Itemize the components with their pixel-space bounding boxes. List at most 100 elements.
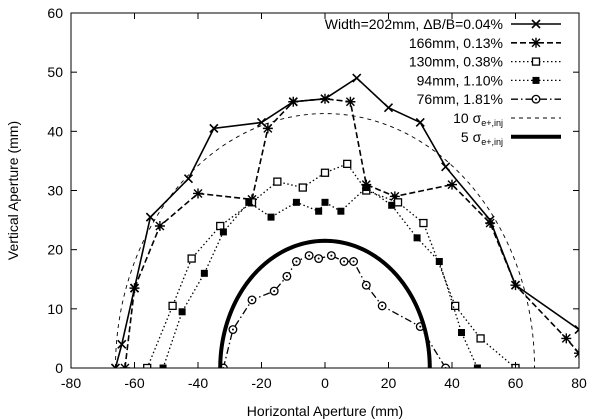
y-tick-label: 40 (47, 123, 63, 139)
data-point (441, 363, 451, 368)
data-point (383, 103, 394, 113)
data-point-center (381, 304, 384, 307)
series-line (124, 97, 579, 368)
data-point (110, 363, 121, 368)
data-point (245, 198, 253, 206)
x-tick-label: -60 (124, 375, 144, 391)
legend-label: 5 σe+,inj (461, 129, 503, 147)
data-point (389, 191, 400, 202)
data-point (267, 213, 275, 221)
legend-label-main: 94mm, 1.10% (417, 72, 503, 88)
series-line (115, 113, 535, 368)
data-point (337, 207, 345, 215)
data-point (143, 363, 152, 368)
data-point (419, 218, 428, 228)
data-point-center (317, 257, 320, 260)
x-tick-label: 80 (571, 375, 587, 391)
data-point (388, 201, 396, 209)
data-point (262, 123, 273, 134)
data-point (574, 324, 579, 335)
data-point-center (535, 98, 537, 101)
legend-label-main: 130mm, 0.38% (409, 54, 503, 70)
data-point (183, 174, 194, 184)
legend-label: 166mm, 0.13% (409, 35, 503, 51)
legend-label: 94mm, 1.10% (417, 72, 503, 88)
data-point-center (352, 260, 355, 263)
series-1 (110, 73, 579, 368)
data-point (532, 76, 540, 84)
data-point (531, 57, 541, 66)
data-point (168, 301, 177, 311)
x-tick-label: -80 (61, 375, 81, 391)
data-point (154, 221, 165, 231)
x-tick-label: 0 (321, 375, 329, 391)
y-tick-label: 50 (47, 64, 63, 80)
data-point-center (285, 275, 288, 278)
data-point-center (250, 298, 253, 301)
legend: Width=202mm, ΔB/B=0.04% 166mm, 0.13% 130mm… (325, 16, 561, 147)
data-point (178, 308, 186, 316)
data-point (531, 19, 541, 29)
legend-label-main: 5 σ (461, 129, 482, 145)
series-6 (115, 113, 535, 368)
data-point-center (419, 325, 422, 328)
data-point (561, 333, 572, 344)
data-point (187, 254, 196, 263)
x-tick-label: 20 (381, 375, 397, 391)
legend-label-main: 76mm, 1.81% (417, 91, 503, 107)
data-point (321, 198, 329, 206)
legend-label-sub: e+,inj (481, 118, 503, 128)
legend-label: 130mm, 0.38% (409, 54, 503, 70)
legend-label-sub: e+,inj (481, 137, 503, 147)
data-point (451, 301, 460, 311)
series-line (146, 163, 516, 368)
data-point (362, 184, 370, 192)
series-5 (218, 251, 451, 368)
data-point-center (308, 254, 311, 257)
data-point (485, 218, 496, 229)
data-point-center (273, 290, 276, 293)
x-axis-label: Horizontal Aperture (mm) (247, 403, 403, 419)
data-point (320, 93, 330, 104)
data-point (531, 37, 541, 48)
data-point (288, 96, 299, 107)
data-point (273, 177, 282, 186)
data-point (510, 280, 521, 291)
ticks-layer: -80 -60 -40 -20 0 20 40 60 80 0 10 20 30 40 50 60 (47, 5, 587, 391)
data-point (435, 258, 443, 265)
y-tick-label: 0 (55, 360, 63, 376)
legend-label: 76mm, 1.81% (417, 91, 503, 107)
y-tick-label: 20 (47, 242, 63, 258)
series-line (114, 77, 579, 368)
data-point (219, 228, 227, 236)
data-point (415, 117, 425, 128)
data-point (292, 198, 300, 206)
y-tick-label: 30 (47, 183, 63, 199)
data-point (193, 188, 203, 199)
data-point (209, 123, 219, 133)
data-point-center (295, 260, 298, 263)
data-point (352, 73, 362, 83)
data-point (345, 96, 356, 107)
data-point-center (231, 328, 234, 331)
x-tick-label: 60 (508, 375, 524, 391)
data-point (343, 159, 352, 169)
y-tick-label: 60 (47, 5, 63, 21)
data-point (298, 183, 307, 192)
series-line (162, 186, 478, 368)
legend-label-main: 166mm, 0.13% (409, 35, 503, 51)
data-point-center (343, 260, 346, 263)
series-4 (159, 184, 481, 368)
legend-label-main: Width=202mm, ΔB/B=0.04% (325, 16, 503, 32)
data-point (413, 234, 421, 242)
legend-label: Width=202mm, ΔB/B=0.04% (325, 16, 503, 32)
data-point (458, 329, 466, 336)
data-point (441, 162, 451, 172)
series-7 (218, 238, 432, 368)
legend-label-main: 10 σ (453, 110, 481, 126)
y-tick-label: 10 (47, 301, 63, 317)
data-point (200, 269, 208, 277)
data-point (320, 168, 330, 177)
data-point (473, 364, 481, 368)
